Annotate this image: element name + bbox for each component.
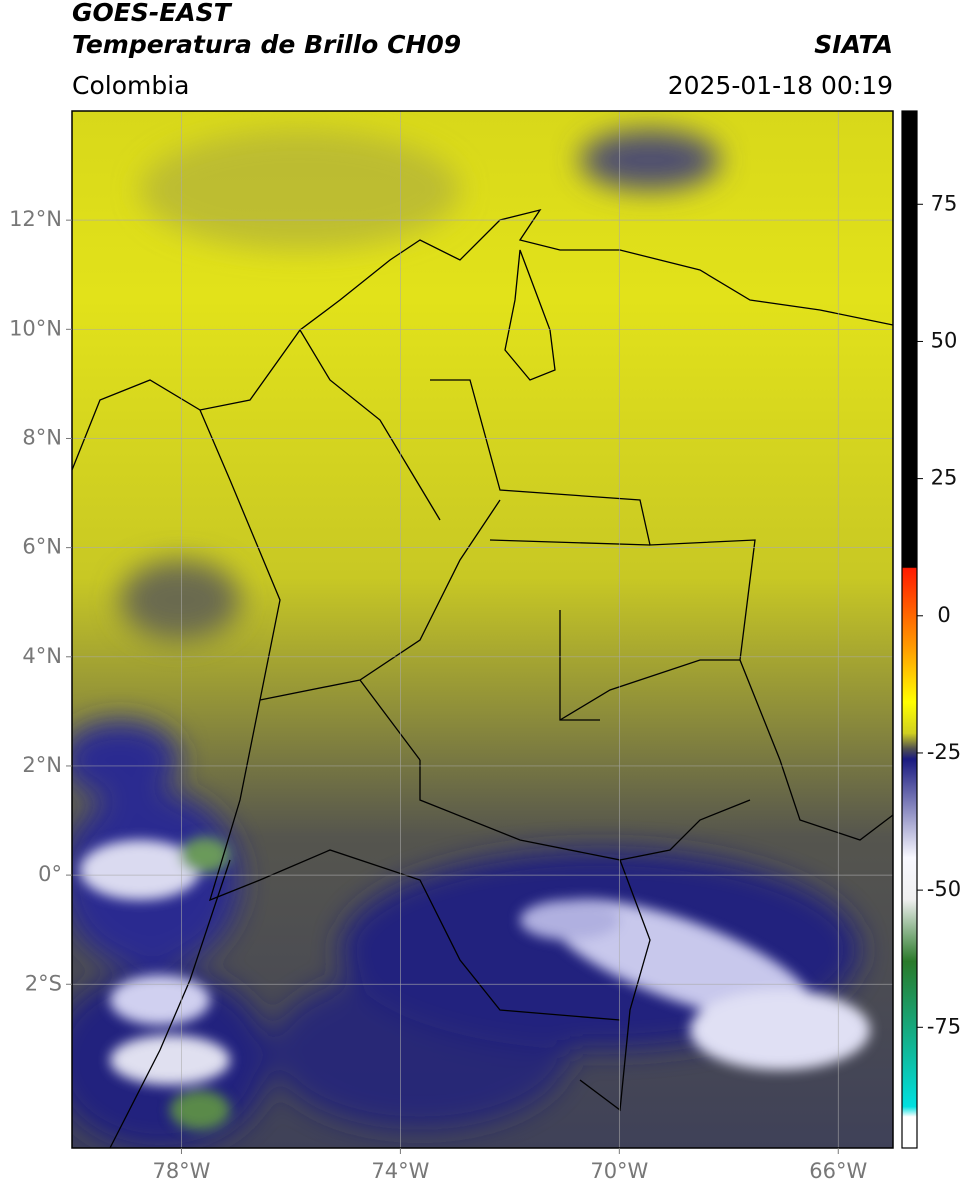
y-tick-label: 8°N bbox=[22, 425, 62, 449]
colorbar-tick-label: 0 bbox=[937, 603, 950, 627]
y-tick-label: 0° bbox=[38, 862, 62, 886]
source: SIATA bbox=[814, 30, 893, 59]
colorbar-tick-label: -50 bbox=[927, 877, 961, 901]
colorbar-tick-label: -75 bbox=[927, 1014, 961, 1038]
y-tick-label: 4°N bbox=[22, 644, 62, 668]
y-tick-label: 2°N bbox=[22, 753, 62, 777]
x-tick-label: 78°W bbox=[152, 1159, 210, 1183]
datetime: 2025-01-18 00:19 bbox=[668, 71, 893, 100]
y-tick-label: 2°S bbox=[25, 971, 62, 995]
map-image bbox=[72, 111, 893, 1148]
colorbar-tick-label: 25 bbox=[931, 466, 958, 490]
y-tick-label: 12°N bbox=[9, 207, 62, 231]
region: Colombia bbox=[72, 71, 189, 100]
y-tick-label: 6°N bbox=[22, 535, 62, 559]
title: GOES-EAST bbox=[72, 0, 233, 27]
x-tick-label: 66°W bbox=[809, 1159, 867, 1183]
colorbar-tick-label: -25 bbox=[927, 740, 961, 764]
colorbar-tick-label: 75 bbox=[931, 191, 958, 215]
subtitle: Temperatura de Brillo CH09 bbox=[72, 30, 461, 59]
colorbar bbox=[901, 110, 918, 1149]
colorbar-tick-label: 50 bbox=[931, 328, 958, 352]
x-tick-label: 70°W bbox=[590, 1159, 648, 1183]
map-frame bbox=[71, 110, 894, 1149]
x-tick-label: 74°W bbox=[371, 1159, 429, 1183]
y-tick-label: 10°N bbox=[9, 316, 62, 340]
